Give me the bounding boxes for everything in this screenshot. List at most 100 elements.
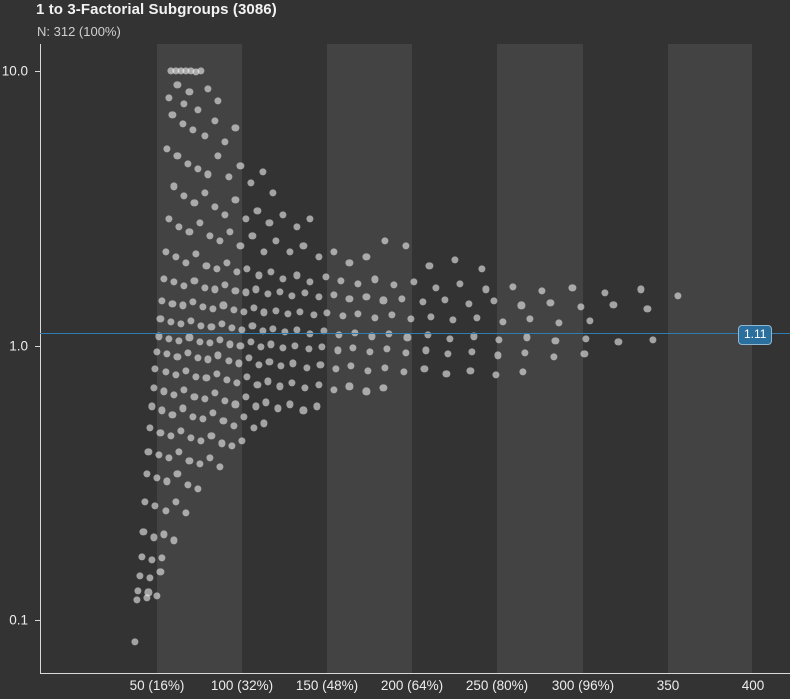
scatter-point[interactable] <box>371 314 379 322</box>
scatter-point[interactable] <box>306 214 314 223</box>
scatter-point[interactable] <box>156 429 164 437</box>
scatter-point[interactable] <box>320 327 328 335</box>
scatter-point[interactable] <box>173 81 182 89</box>
scatter-point[interactable] <box>199 303 207 311</box>
scatter-point[interactable] <box>230 306 238 314</box>
scatter-point[interactable] <box>279 210 287 219</box>
scatter-point[interactable] <box>221 210 229 219</box>
scatter-point[interactable] <box>293 326 301 334</box>
scatter-point[interactable] <box>187 67 195 75</box>
scatter-point[interactable] <box>287 291 296 300</box>
scatter-point[interactable] <box>213 265 221 273</box>
scatter-point[interactable] <box>367 332 376 340</box>
scatter-point[interactable] <box>286 247 294 256</box>
scatter-point[interactable] <box>582 334 590 343</box>
scatter-point[interactable] <box>466 367 474 375</box>
scatter-point[interactable] <box>281 328 289 336</box>
scatter-point[interactable] <box>303 364 311 372</box>
scatter-point[interactable] <box>441 295 449 304</box>
scatter-point[interactable] <box>143 594 151 602</box>
scatter-point[interactable] <box>349 344 357 352</box>
scatter-point[interactable] <box>519 368 527 376</box>
scatter-point[interactable] <box>674 291 682 300</box>
scatter-point[interactable] <box>201 132 209 140</box>
scatter-point[interactable] <box>173 470 182 478</box>
scatter-point[interactable] <box>207 323 216 331</box>
scatter-point[interactable] <box>197 67 205 75</box>
scatter-point[interactable] <box>221 138 229 146</box>
scatter-point[interactable] <box>153 348 161 356</box>
scatter-point[interactable] <box>184 349 192 357</box>
scatter-point[interactable] <box>158 297 166 305</box>
scatter-point[interactable] <box>214 351 222 360</box>
scatter-point[interactable] <box>609 300 617 309</box>
scatter-point[interactable] <box>161 368 170 376</box>
scatter-point[interactable] <box>170 182 178 190</box>
scatter-point[interactable] <box>276 382 284 390</box>
scatter-point[interactable] <box>226 227 234 236</box>
scatter-point[interactable] <box>168 300 176 308</box>
scatter-point[interactable] <box>172 497 180 506</box>
scatter-point[interactable] <box>279 275 287 283</box>
scatter-point[interactable] <box>190 199 199 207</box>
scatter-point[interactable] <box>197 437 205 445</box>
scatter-point[interactable] <box>347 362 355 370</box>
scatter-point[interactable] <box>211 203 219 211</box>
scatter-point[interactable] <box>172 371 180 379</box>
scatter-point[interactable] <box>247 179 255 187</box>
scatter-point[interactable] <box>337 277 345 285</box>
scatter-point[interactable] <box>168 411 176 419</box>
scatter-point[interactable] <box>158 406 166 415</box>
scatter-point[interactable] <box>362 293 371 301</box>
scatter-point[interactable] <box>185 88 193 96</box>
scatter-point[interactable] <box>153 592 161 600</box>
scatter-point[interactable] <box>432 284 440 292</box>
scatter-point[interactable] <box>260 419 268 428</box>
scatter-point[interactable] <box>449 316 457 324</box>
scatter-point[interactable] <box>279 344 287 352</box>
scatter-point[interactable] <box>182 509 190 517</box>
scatter-point[interactable] <box>172 253 180 261</box>
scatter-point[interactable] <box>264 377 272 385</box>
scatter-point[interactable] <box>160 275 168 283</box>
scatter-point[interactable] <box>250 424 258 432</box>
scatter-point[interactable] <box>362 253 371 261</box>
scatter-point[interactable] <box>499 318 507 326</box>
scatter-point[interactable] <box>379 384 388 392</box>
scatter-point[interactable] <box>345 295 354 303</box>
scatter-point[interactable] <box>160 530 168 539</box>
scatter-point[interactable] <box>267 268 275 276</box>
scatter-point[interactable] <box>180 386 188 394</box>
scatter-point[interactable] <box>509 282 517 291</box>
scatter-point[interactable] <box>345 259 354 267</box>
scatter-point[interactable] <box>194 165 202 173</box>
scatter-point[interactable] <box>146 574 154 582</box>
scatter-point[interactable] <box>555 319 563 327</box>
scatter-point[interactable] <box>637 285 645 294</box>
scatter-point[interactable] <box>420 365 428 373</box>
scatter-point[interactable] <box>223 376 231 384</box>
scatter-point[interactable] <box>258 327 267 335</box>
scatter-point[interactable] <box>446 334 454 343</box>
scatter-point[interactable] <box>167 318 175 326</box>
scatter-point[interactable] <box>141 497 149 506</box>
scatter-point[interactable] <box>202 262 210 270</box>
scatter-point[interactable] <box>231 287 239 295</box>
scatter-point[interactable] <box>238 437 246 445</box>
scatter-point[interactable] <box>274 404 282 412</box>
scatter-point[interactable] <box>224 173 233 181</box>
scatter-point[interactable] <box>269 189 277 197</box>
scatter-point[interactable] <box>335 331 343 339</box>
scatter-point[interactable] <box>241 214 250 223</box>
scatter-point[interactable] <box>206 454 214 462</box>
scatter-point[interactable] <box>180 282 188 290</box>
scatter-point[interactable] <box>156 315 164 323</box>
scatter-point[interactable] <box>442 370 451 378</box>
scatter-point[interactable] <box>550 353 558 361</box>
scatter-point[interactable] <box>177 67 185 75</box>
scatter-point[interactable] <box>221 281 229 289</box>
scatter-point[interactable] <box>248 322 256 330</box>
scatter-point[interactable] <box>243 373 251 381</box>
scatter-point[interactable] <box>218 439 226 447</box>
scatter-point[interactable] <box>163 145 171 153</box>
